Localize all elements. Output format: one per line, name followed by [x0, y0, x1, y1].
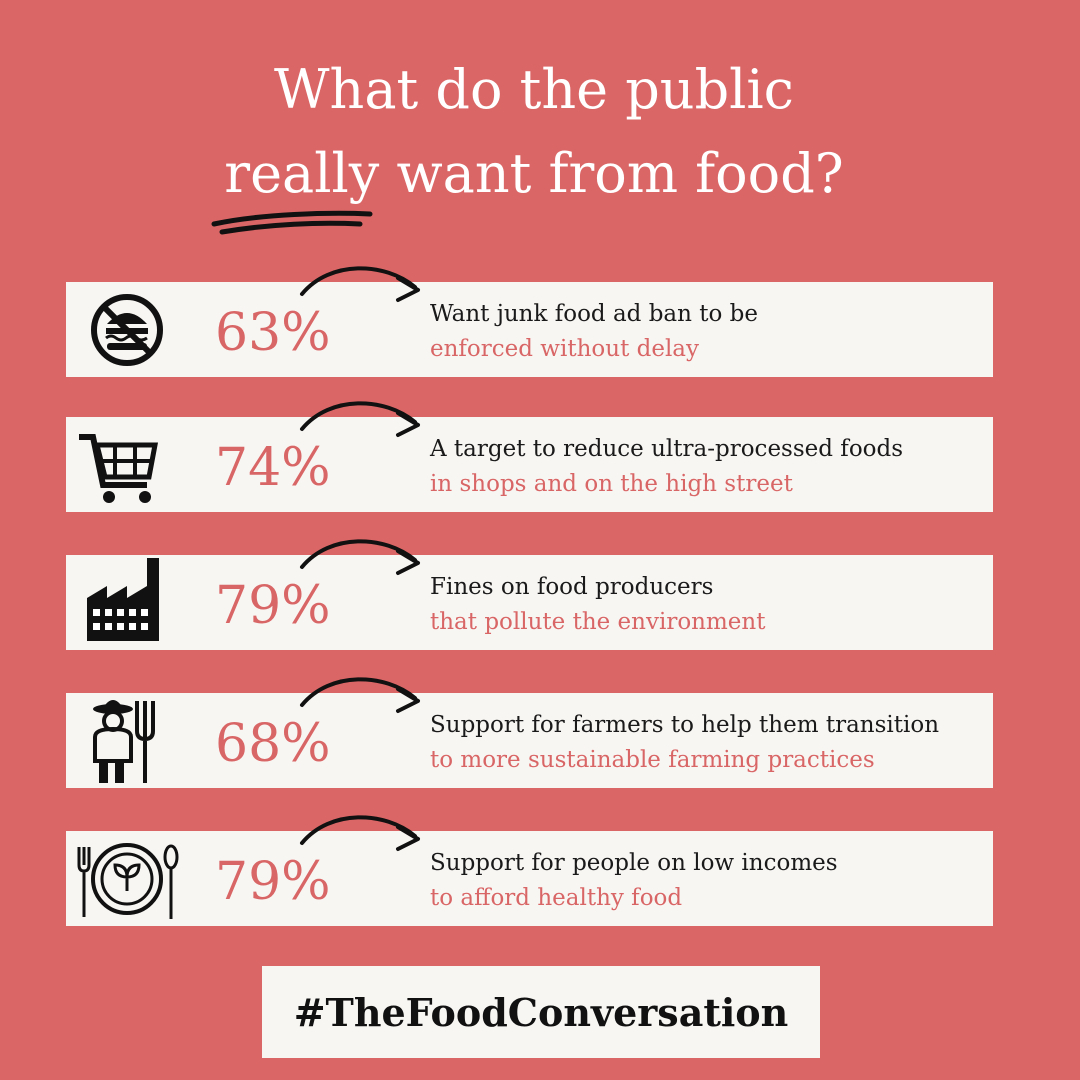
- row-box: [66, 417, 993, 512]
- row-icon: [93, 700, 155, 783]
- statement-line: Support for people on low incomes: [430, 850, 838, 876]
- statement-highlight: that pollute the environment: [430, 609, 766, 635]
- percent: 74%: [215, 438, 331, 498]
- percent: 79%: [215, 852, 331, 912]
- statement-highlight: enforced without delay: [430, 336, 699, 362]
- statement-line: Support for farmers to help them transit…: [430, 712, 939, 738]
- row-box: [66, 693, 993, 788]
- rows: 63% Want junk food ad ban to be enforced w…: [66, 266, 993, 926]
- statement-highlight: in shops and on the high street: [430, 471, 794, 497]
- statement-line: Fines on food producers: [430, 574, 713, 600]
- statement-highlight: to afford healthy food: [430, 885, 682, 911]
- arrow-head: [396, 276, 420, 302]
- underline-stroke: [211, 210, 373, 235]
- arrow-head: [396, 411, 420, 437]
- row-icon: [91, 294, 163, 366]
- percent: 68%: [215, 714, 331, 774]
- arrow-head: [396, 825, 420, 851]
- hashtag: #TheFoodConversation: [294, 990, 789, 1035]
- row-icon: [77, 843, 179, 919]
- row-icon: [79, 434, 159, 503]
- row-icon: [87, 558, 159, 641]
- arrow-head: [396, 687, 420, 713]
- row: 74% A target to reduce ultra-processed fo…: [66, 401, 993, 512]
- row-box: [66, 555, 993, 650]
- title-line: What do the public: [274, 58, 794, 121]
- row: 63% Want junk food ad ban to be enforced w…: [66, 266, 993, 377]
- percent: 63%: [215, 303, 331, 363]
- hashtag-box: [262, 966, 820, 1058]
- arrow-head: [396, 549, 420, 575]
- statement-line: Want junk food ad ban to be: [430, 301, 758, 327]
- title-line: really want from food?: [224, 142, 843, 205]
- statement-highlight: to more sustainable farming practices: [430, 747, 875, 773]
- row-box: [66, 831, 993, 926]
- statement-line: A target to reduce ultra-processed foods: [429, 436, 903, 462]
- row: 79% Fines on food producers that pollute t…: [66, 539, 993, 650]
- row: 68% Support for farmers to help them tran…: [66, 677, 993, 788]
- row-box: [66, 282, 993, 377]
- row: 79% Support for people on low incomes to a…: [66, 815, 993, 926]
- percent: 79%: [215, 576, 331, 636]
